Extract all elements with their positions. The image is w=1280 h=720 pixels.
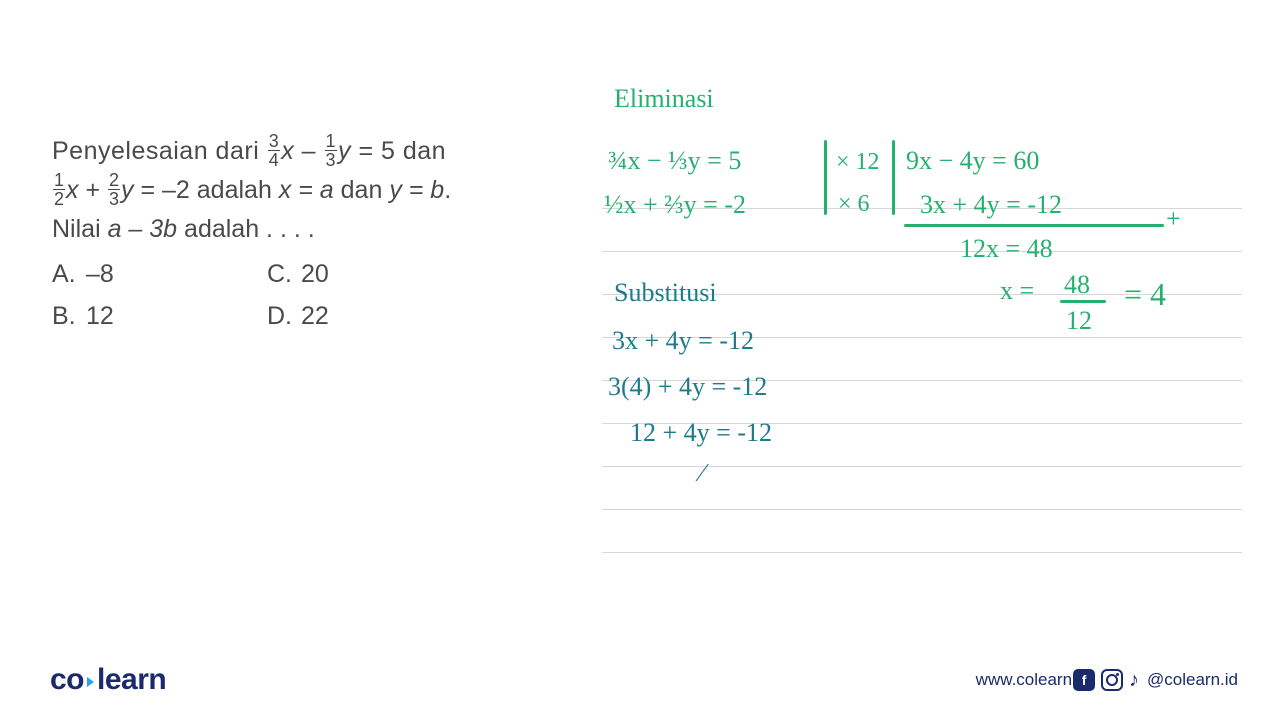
- subs-title: Substitusi: [614, 280, 717, 306]
- divider-2: [892, 140, 895, 215]
- problem-block: Penyelesaian dari 3 4 x – 1 3 y = 5 dan …: [52, 132, 572, 336]
- text: = –2 adalah: [134, 176, 279, 204]
- var-y: y: [121, 176, 134, 204]
- social-row: f ♪ @colearn.id: [1073, 669, 1238, 692]
- fraction-3-4: 3 4: [268, 132, 281, 169]
- eq1-right: 9x − 4y = 60: [906, 148, 1039, 174]
- colearn-logo: colearn: [50, 663, 166, 697]
- option-c: C.20: [267, 255, 482, 294]
- x-equals-4: = 4: [1124, 278, 1166, 310]
- text: = 5 dan: [351, 137, 446, 165]
- x-frac-num: 48: [1064, 272, 1090, 298]
- logo-triangle-icon: [87, 677, 94, 687]
- sub-line-3: 12 + 4y = -12: [630, 420, 772, 446]
- footer: colearn www.colearn.id f ♪ @colearn.id: [0, 656, 1280, 704]
- divider-1: [824, 140, 827, 215]
- sum-result: 12x = 48: [960, 236, 1053, 262]
- text: dan: [334, 176, 390, 204]
- var-x: x: [66, 176, 79, 204]
- problem-line-3: Nilai a – 3b adalah . . . .: [52, 210, 572, 249]
- text: .: [444, 176, 451, 204]
- sub-stroke: ∕: [700, 460, 704, 486]
- instagram-icon: [1101, 669, 1123, 691]
- mult1: × 12: [836, 150, 880, 174]
- option-b: B.12: [52, 297, 267, 336]
- option-a: A.–8: [52, 255, 267, 294]
- x-eq: x =: [1000, 278, 1034, 304]
- var-y: y: [338, 137, 351, 165]
- sum-line: [904, 224, 1164, 227]
- text: adalah . . . .: [177, 215, 315, 243]
- var-x: x: [281, 137, 294, 165]
- mult2: × 6: [838, 192, 870, 216]
- text: Penyelesaian dari: [52, 137, 267, 165]
- facebook-icon: f: [1073, 669, 1095, 691]
- problem-line-1: Penyelesaian dari 3 4 x – 1 3 y = 5 dan: [52, 132, 572, 171]
- ruled-paper-background: [602, 158, 1242, 568]
- x-frac-line: [1060, 300, 1106, 303]
- eq1-left: ¾x − ⅓y = 5: [608, 148, 741, 174]
- tiktok-icon: ♪: [1129, 669, 1139, 692]
- eq2-left: ½x + ⅔y = -2: [604, 192, 746, 218]
- expr: a – 3b: [108, 215, 178, 243]
- social-handle: @colearn.id: [1147, 670, 1238, 690]
- option-d: D.22: [267, 297, 482, 336]
- fraction-1-3: 1 3: [325, 132, 338, 169]
- eq2-right: 3x + 4y = -12: [920, 192, 1062, 218]
- fraction-1-2: 1 2: [53, 171, 65, 208]
- fraction-2-3: 2 3: [108, 171, 120, 208]
- text: Nilai: [52, 215, 108, 243]
- options-grid: A.–8 C.20 B.12 D.22: [52, 255, 572, 337]
- sub-line-1: 3x + 4y = -12: [612, 328, 754, 354]
- sub-line-2: 3(4) + 4y = -12: [608, 374, 767, 400]
- x-frac-den: 12: [1066, 308, 1092, 334]
- x-eq-a: x = a: [279, 176, 334, 204]
- elim-title: Eliminasi: [614, 86, 714, 112]
- y-eq-b: y = b: [389, 176, 444, 204]
- plus-sign: +: [1166, 206, 1181, 232]
- problem-line-2: 1 2 x + 2 3 y = –2 adalah x = a dan y = …: [52, 171, 572, 210]
